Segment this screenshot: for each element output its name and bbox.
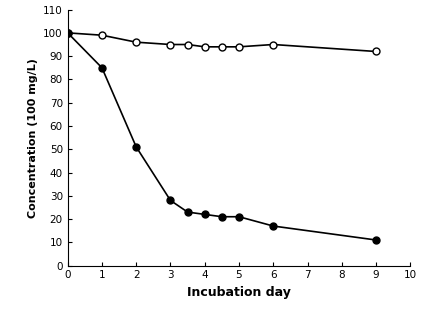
Y-axis label: Concentration (100 mg/L): Concentration (100 mg/L) [27, 58, 38, 218]
X-axis label: Incubation day: Incubation day [187, 286, 291, 299]
